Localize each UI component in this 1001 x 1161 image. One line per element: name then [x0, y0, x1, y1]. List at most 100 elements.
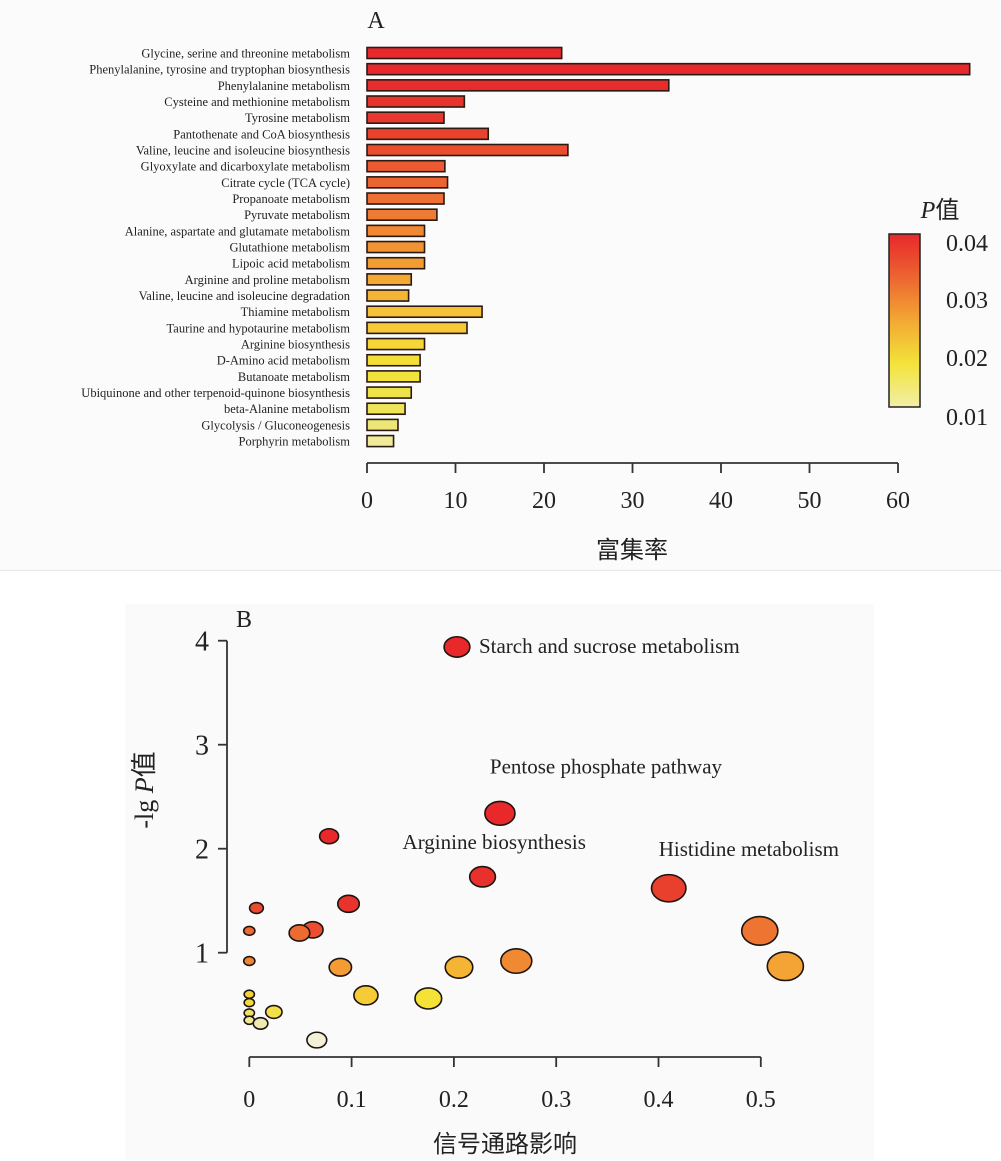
scatter-point — [444, 955, 474, 979]
y-tick-label: 1 — [195, 939, 209, 970]
bar — [366, 240, 426, 254]
axes: 1 2 3 4 0 0.1 0.2 0.3 0.4 0.5 — [195, 627, 776, 1113]
bar — [366, 192, 445, 205]
bar — [366, 79, 670, 92]
x-tick-label: 20 — [532, 488, 556, 514]
colorbar-gradient — [888, 233, 921, 408]
category-label: Glyoxylate and dicarboxylate metabolism — [141, 160, 351, 174]
y-axis-title-suffix: 值 — [130, 751, 159, 777]
colorbar-title: P值 — [920, 197, 960, 224]
point-label: Arginine biosynthesis — [403, 830, 586, 854]
category-label: Alanine, aspartate and glutamate metabol… — [125, 224, 351, 238]
category-label: Ubiquinone and other terpenoid-quinone b… — [81, 386, 350, 400]
category-label: Pantothenate and CoA biosynthesis — [173, 127, 350, 141]
bar — [366, 224, 426, 238]
point-label: Histidine metabolism — [659, 837, 839, 861]
scatter-point — [484, 800, 516, 827]
y-tick-label: 2 — [195, 835, 209, 866]
panel-b — [125, 604, 874, 1160]
enrichment-bar-chart: A Glycine, serine and threonine metaboli… — [81, 8, 988, 564]
panel-a: A Glycine, serine and threonine metaboli… — [0, 0, 1001, 571]
scatter-point — [318, 827, 340, 845]
bar — [366, 159, 446, 173]
scatter-point — [650, 873, 687, 903]
bar — [366, 176, 449, 189]
category-label: Cysteine and methionine metabolism — [164, 95, 350, 109]
category-label: Butanoate metabolism — [238, 370, 350, 384]
colorbar-title-p: P — [920, 198, 936, 224]
scatter-point — [243, 989, 256, 1000]
x-axis-title: 信号通路影响 — [433, 1131, 577, 1158]
colorbar-tick-label: 0.01 — [946, 405, 988, 431]
scatter-point — [288, 923, 311, 942]
scatter-point — [740, 915, 779, 946]
scatter-point — [468, 865, 497, 888]
bar — [366, 111, 445, 124]
y-tick-label: 3 — [195, 731, 209, 762]
colorbar-tick-label: 0.03 — [946, 288, 988, 314]
category-label: Thiamine metabolism — [241, 305, 351, 319]
x-tick-label: 0.1 — [337, 1087, 367, 1113]
category-label: Glutathione metabolism — [230, 241, 351, 255]
bar — [366, 321, 468, 335]
scatter-point — [414, 987, 443, 1010]
x-tick-label: 0.3 — [541, 1087, 571, 1113]
colorbar-tick-label: 0.02 — [946, 346, 988, 372]
panel-label-a: A — [367, 8, 385, 34]
scatter-point — [353, 985, 379, 1006]
scatter-point — [766, 951, 805, 982]
colorbar-legend: P值 0.04 0.03 0.02 0.01 — [888, 197, 988, 431]
scatter-point — [248, 901, 265, 915]
category-label: Propanoate metabolism — [232, 192, 350, 206]
category-label: Phenylalanine, tyrosine and tryptophan b… — [89, 63, 350, 77]
point-labels: Starch and sucrose metabolism Pentose pho… — [403, 634, 839, 861]
scatter-point — [252, 1016, 269, 1030]
bar — [366, 386, 413, 399]
x-tick-label: 30 — [621, 488, 645, 514]
bars — [366, 46, 971, 448]
x-tick-label: 50 — [798, 488, 822, 514]
x-tick-label: 0.5 — [746, 1087, 776, 1113]
scatter-points — [242, 635, 805, 1049]
category-label: Glycolysis / Gluconeogenesis — [201, 418, 350, 432]
category-label: D-Amino acid metabolism — [217, 354, 351, 368]
scatter-point — [264, 1004, 283, 1020]
y-axis-title-prefix: -lg — [130, 793, 159, 828]
colorbar-title-suffix: 值 — [935, 197, 959, 224]
category-label: Phenylalanine metabolism — [218, 79, 351, 93]
scatter-point — [306, 1031, 328, 1049]
category-label: beta-Alanine metabolism — [224, 402, 350, 416]
bar — [366, 289, 410, 302]
category-label: Porphyrin metabolism — [239, 435, 351, 449]
category-label: Lipoic acid metabolism — [232, 257, 350, 271]
x-axis-title: 富集率 — [596, 537, 668, 564]
x-tick-label: 0.2 — [439, 1087, 469, 1113]
bar — [366, 62, 971, 76]
x-tick-label: 0.4 — [644, 1087, 674, 1113]
bar — [366, 353, 421, 367]
scatter-point — [336, 894, 361, 914]
category-label: Arginine biosynthesis — [241, 338, 350, 352]
colorbar-tick-labels: 0.04 0.03 0.02 0.01 — [946, 231, 988, 431]
point-label: Starch and sucrose metabolism — [479, 634, 740, 658]
category-labels: Glycine, serine and threonine metabolism… — [81, 47, 350, 449]
bar — [366, 95, 466, 108]
bar — [366, 434, 395, 448]
category-label: Arginine and proline metabolism — [185, 273, 351, 287]
category-label: Glycine, serine and threonine metabolism — [141, 47, 350, 61]
y-tick-label: 4 — [195, 627, 209, 658]
x-tick-label: 10 — [444, 488, 468, 514]
category-label: Valine, leucine and isoleucine degradati… — [139, 289, 351, 303]
bar — [366, 273, 413, 286]
bar — [366, 46, 563, 60]
scatter-point — [242, 925, 256, 937]
point-label: Pentose phosphate pathway — [490, 754, 723, 778]
x-tick-label: 0 — [361, 488, 373, 514]
bar — [366, 127, 490, 141]
bar — [366, 143, 569, 157]
category-label: Citrate cycle (TCA cycle) — [221, 176, 350, 190]
category-label: Taurine and hypotaurine metabolism — [167, 321, 351, 335]
scatter-point — [500, 947, 533, 975]
x-tick-label: 40 — [709, 488, 733, 514]
